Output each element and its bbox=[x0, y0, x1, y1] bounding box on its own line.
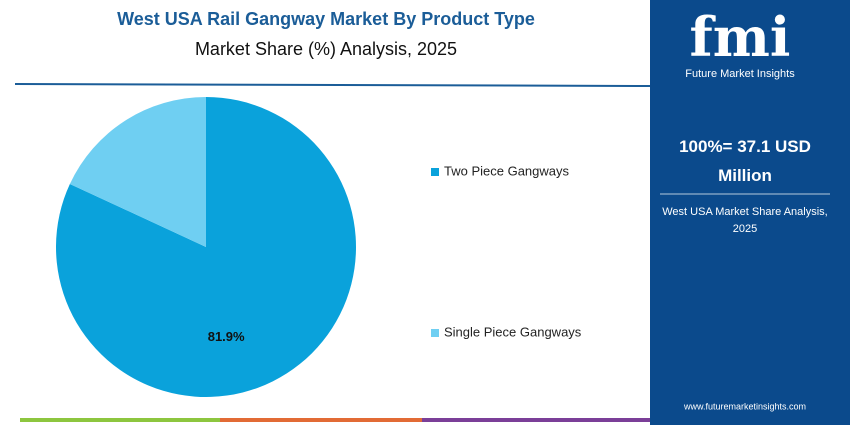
brand: Future Market Insights bbox=[685, 68, 795, 80]
caption: West USA Market Share Analysis, 2025 bbox=[662, 206, 828, 235]
chart-title: West USA Rail Gangway Market By Product … bbox=[117, 9, 535, 29]
legend-label: Two Piece Gangways bbox=[444, 163, 570, 178]
sidebar bbox=[650, 0, 850, 425]
footer-stripe bbox=[220, 418, 422, 422]
pie: 81.9% bbox=[56, 97, 356, 398]
legend: Two Piece Gangways Single Piece Gangways bbox=[431, 163, 582, 339]
legend-label: Single Piece Gangways bbox=[444, 324, 582, 339]
value-label: 81.9% bbox=[208, 329, 245, 344]
pie-slice bbox=[69, 97, 206, 247]
divider bbox=[14, 83, 651, 87]
footer-stripe bbox=[20, 418, 220, 422]
caption-box: West USA Market Share Analysis, 2025 bbox=[662, 206, 828, 235]
legend-swatch bbox=[431, 329, 439, 337]
footer-stripe bbox=[422, 418, 650, 422]
legend-swatch bbox=[431, 168, 439, 176]
logo: fmi bbox=[690, 5, 791, 69]
total-box: 100%= 37.1 USD Million bbox=[679, 137, 811, 185]
total: 100%= 37.1 USD Million bbox=[679, 137, 811, 185]
pie-slice bbox=[56, 97, 356, 398]
chart-subtitle: Market Share (%) Analysis, 2025 bbox=[195, 39, 457, 59]
url: www.futuremarketinsights.com bbox=[683, 401, 806, 411]
